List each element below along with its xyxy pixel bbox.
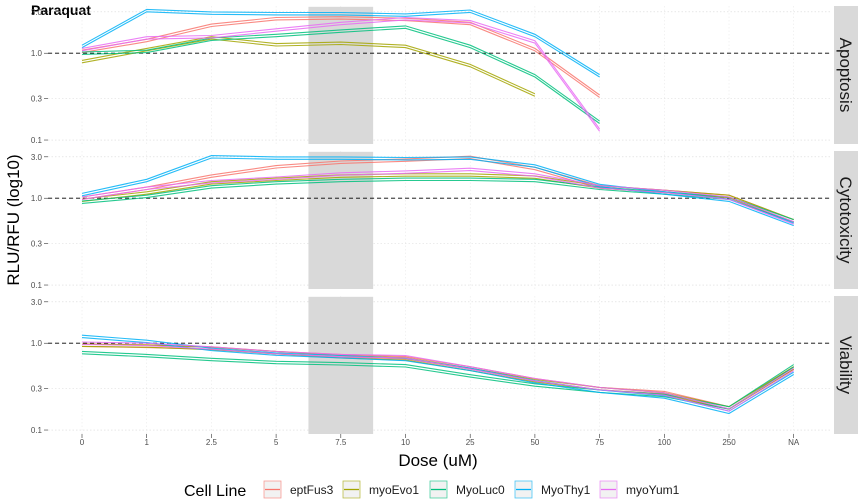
x-tick-label: 1: [144, 438, 149, 447]
legend-title: Cell Line: [184, 483, 246, 500]
series-line-MyoThy1: [81, 155, 794, 224]
series-line-eptFus3: [81, 16, 600, 96]
legend: Cell Line eptFus3 myoEvo1 MyoLuc0 MyoThy1 my…: [184, 480, 680, 500]
x-tick-label: 50: [530, 438, 539, 447]
facet-strip: [834, 296, 858, 434]
facet-strip-label: Viability: [836, 336, 855, 395]
series-line-myoEvo1: [81, 345, 794, 410]
y-tick-label: 1.0: [31, 49, 43, 58]
y-tick-label: 3.0: [31, 8, 43, 17]
y-tick-label: 0.3: [31, 240, 43, 249]
legend-label: eptFus3: [290, 483, 334, 497]
series-line-MyoThy1: [81, 11, 600, 78]
y-tick-label: 0.1: [31, 136, 43, 145]
series-line-myoEvo1: [81, 38, 536, 97]
series-line-MyoLuc0: [81, 177, 794, 221]
x-tick-label: 10: [401, 438, 410, 447]
series-line-myoYum1: [81, 16, 601, 130]
x-tick-label: 250: [722, 438, 736, 447]
series-line-myoYum1: [81, 19, 601, 132]
y-tick-label: 1.0: [31, 194, 43, 203]
panel-cytotoxicity: 0.1 0.3 1.0 3.0 Cytotoxicity: [31, 151, 858, 290]
panel-apoptosis: 0.1 0.3 1.0 3.0 Apoptosis: [31, 6, 858, 145]
x-axis-title: Dose (uM): [398, 451, 477, 470]
x-axis: 0 1 2.5 5 7.5 10 25 50 75 100 250 NA: [80, 434, 800, 447]
series-line-MyoLuc0: [81, 27, 600, 124]
facet-strip-label: Apoptosis: [836, 38, 855, 113]
series-line-myoEvo1: [81, 36, 536, 95]
legend-label: myoEvo1: [369, 483, 419, 497]
facet-strip-label: Cytotoxicity: [836, 177, 855, 264]
series-line-myoYum1: [81, 343, 794, 412]
legend-label: MyoLuc0: [456, 483, 505, 497]
y-tick-label: 0.1: [31, 281, 43, 290]
panel-viability: 0.1 0.3 1.0 3.0 Viability: [31, 296, 858, 435]
series-line-MyoLuc0: [81, 179, 794, 223]
legend-label: MyoThy1: [541, 483, 591, 497]
chart-title: Paraquat: [31, 2, 91, 18]
y-tick-label: 0.1: [31, 426, 43, 435]
series-line-myoYum1: [81, 170, 794, 225]
panels-layer: 0.1 0.3 1.0 3.0 Apoptosis 0.1 0.3 1.0 3.0 Cytotox…: [31, 6, 858, 435]
facet-strip: [834, 151, 858, 289]
x-tick-label: 100: [658, 438, 672, 447]
series-line-MyoThy1: [81, 337, 794, 415]
x-tick-label: 75: [595, 438, 604, 447]
y-tick-label: 3.0: [31, 298, 43, 307]
series-line-MyoLuc0: [81, 25, 600, 122]
legend-label: myoYum1: [626, 483, 680, 497]
series-line-myoYum1: [81, 167, 794, 223]
series-line-myoEvo1: [81, 343, 794, 408]
facet-strip: [834, 6, 858, 144]
series-line-eptFus3: [81, 158, 794, 223]
y-tick-label: 0.3: [31, 95, 43, 104]
series-line-MyoLuc0: [81, 350, 794, 408]
y-tick-label: 3.0: [31, 153, 43, 162]
y-tick-label: 1.0: [31, 339, 43, 348]
x-tick-label: NA: [788, 438, 800, 447]
series-line-MyoThy1: [81, 157, 794, 227]
x-tick-label: 7.5: [335, 438, 347, 447]
series-line-MyoThy1: [81, 8, 600, 76]
y-tick-label: 0.3: [31, 385, 43, 394]
x-tick-label: 2.5: [206, 438, 218, 447]
x-tick-label: 0: [80, 438, 85, 447]
y-axis-title: RLU/RFU (log10): [4, 154, 23, 285]
series-line-myoYum1: [81, 341, 794, 410]
x-tick-label: 25: [466, 438, 475, 447]
x-tick-label: 5: [274, 438, 279, 447]
